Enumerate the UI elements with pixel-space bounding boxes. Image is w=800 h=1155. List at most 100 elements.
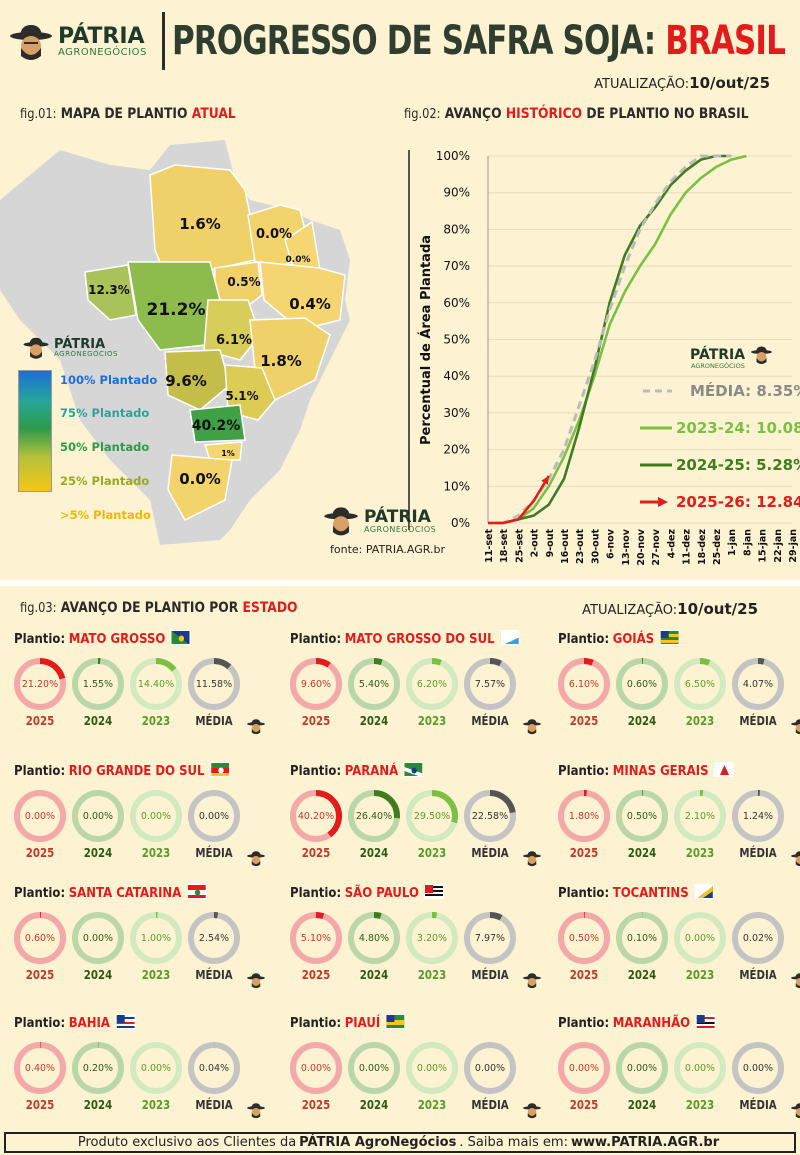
progress-ring: 7.57%	[462, 656, 518, 712]
flag-icon	[186, 884, 207, 899]
progress-ring: 0.20%	[70, 1040, 126, 1096]
legend-entry: 2023-24: 10.08%	[676, 419, 800, 437]
ring-track	[72, 790, 124, 842]
ring-year-label: 2024	[627, 846, 657, 860]
ring-value: 0.00%	[140, 810, 172, 822]
ring-fill	[188, 912, 240, 964]
ring-value: 2.10%	[684, 810, 716, 822]
ring-value: 1.80%	[568, 810, 600, 822]
brand-logo: PÁTRIA AGRONEGÓCIOS	[8, 22, 147, 62]
ring-value: 0.20%	[82, 1062, 114, 1074]
progress-ring: 0.50%	[614, 788, 670, 844]
state-header: Plantio: MATO GROSSO	[14, 630, 191, 647]
farmer-icon	[246, 850, 266, 867]
map-value: 12.3%	[88, 283, 130, 297]
progress-ring: 2.10%	[672, 788, 728, 844]
ring-fill	[464, 790, 516, 842]
progress-ring: 29.50%	[404, 788, 460, 844]
ring-fill	[616, 658, 668, 710]
ring-track	[72, 912, 124, 964]
region-sc	[203, 441, 243, 461]
farmer-icon	[324, 507, 358, 536]
x-tick-label: 1-jan	[727, 529, 738, 556]
ring-value: 0.00%	[82, 810, 114, 822]
state-name: RIO GRANDE DO SUL	[68, 764, 205, 779]
ring-year-label: 2023	[141, 714, 171, 728]
legend-label: 50% Plantado	[60, 440, 150, 454]
x-tick-label: 29-jan	[788, 529, 799, 563]
ring-fill	[558, 790, 610, 842]
state-card: Plantio: MARANHÃO 0.00% 2025 0.00% 2024 0.00% 2…	[556, 1014, 800, 1129]
map-value: 1.6%	[179, 215, 221, 233]
state-card: Plantio: PARANÁ 40.20% 2025 26.40% 2024 29.50%…	[288, 762, 550, 877]
progress-ring: 0.60%	[12, 910, 68, 966]
ring-year-label: MÉDIA	[471, 968, 509, 982]
series-arrowhead	[541, 475, 549, 485]
map-value: 0.0%	[256, 227, 292, 242]
ring-value: 0.00%	[198, 810, 230, 822]
y-tick-label: 80%	[443, 222, 470, 236]
region-go	[164, 349, 231, 411]
farmer-icon	[522, 850, 542, 867]
state-header: Plantio: MINAS GERAIS	[558, 762, 734, 779]
footer-url[interactable]: www.PATRIA.AGR.br	[570, 1135, 720, 1150]
flag-icon	[403, 762, 424, 777]
plantio-label: Plantio:	[558, 764, 610, 779]
progress-ring: 1.24%	[730, 788, 786, 844]
progress-ring: 0.00%	[614, 1040, 670, 1096]
page-title: PROGRESSO DE SAFRA SOJA: BRASIL	[172, 18, 786, 64]
state-name: GOIÁS	[612, 632, 655, 647]
ring-track	[290, 1042, 342, 1094]
ring-value: 14.40%	[137, 678, 175, 690]
ring-value: 9.60%	[300, 678, 332, 690]
ring-year-label: MÉDIA	[471, 714, 509, 728]
ring-fill	[290, 790, 342, 842]
ring-fill	[732, 790, 784, 842]
state-header: Plantio: MATO GROSSO DO SUL	[290, 630, 520, 647]
ring-year-label: 2024	[359, 846, 389, 860]
ring-value: 0.00%	[626, 1062, 658, 1074]
x-tick-label: 13-nov	[621, 528, 632, 565]
ring-value: 29.50%	[413, 810, 451, 822]
ring-year-label: 2025	[25, 968, 55, 982]
section-divider	[0, 580, 800, 586]
ring-year-label: 2023	[417, 714, 447, 728]
flag-icon	[659, 630, 680, 645]
ring-year-label: 2024	[83, 968, 113, 982]
ring-year-label: 2024	[83, 846, 113, 860]
ring-value: 0.00%	[140, 1062, 172, 1074]
progress-ring: 0.00%	[672, 1040, 728, 1096]
ring-track	[188, 790, 240, 842]
map-value: 0.5%	[227, 275, 260, 289]
fig1-title: fig.01: MAPA DE PLANTIO ATUAL	[20, 106, 236, 122]
y-tick-label: 30%	[443, 406, 470, 420]
flag-icon	[424, 884, 445, 899]
state-header: Plantio: SANTA CATARINA	[14, 884, 207, 901]
progress-ring: 0.00%	[186, 788, 242, 844]
state-name: BAHIA	[68, 1016, 110, 1031]
x-tick-label: 20-nov	[636, 528, 647, 565]
state-name: SÃO PAULO	[344, 886, 419, 901]
brand-name: PÁTRIA	[58, 24, 145, 49]
x-tick-label: 18-dez	[697, 529, 708, 565]
farmer-icon	[522, 718, 542, 735]
ring-value: 0.50%	[568, 932, 600, 944]
ring-year-label: 2025	[301, 968, 331, 982]
plantio-label: Plantio:	[290, 632, 342, 647]
ring-fill	[558, 912, 610, 964]
ring-value: 0.00%	[684, 932, 716, 944]
plantio-label: Plantio:	[558, 632, 610, 647]
ring-value: 0.10%	[626, 932, 658, 944]
ring-year-label: MÉDIA	[471, 1098, 509, 1112]
progress-ring: 0.00%	[346, 1040, 402, 1096]
flag-icon	[385, 1014, 406, 1029]
state-card: Plantio: TOCANTINS 0.50% 2025 0.10% 2024 0.00%…	[556, 884, 800, 999]
progress-ring: 7.97%	[462, 910, 518, 966]
state-header: Plantio: GOIÁS	[558, 630, 680, 647]
progress-ring: 0.00%	[70, 788, 126, 844]
progress-ring: 3.20%	[404, 910, 460, 966]
ring-year-label: MÉDIA	[739, 968, 777, 982]
farmer-icon	[522, 972, 542, 989]
ring-track	[616, 1042, 668, 1094]
legend-label: 25% Plantado	[60, 474, 150, 488]
